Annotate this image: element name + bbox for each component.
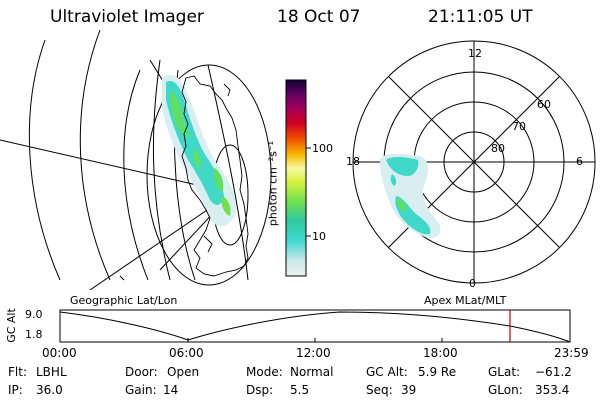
info-seq-key: Seq: xyxy=(366,383,393,397)
xtick-0000: 00:00 xyxy=(42,346,77,360)
coastline xyxy=(119,75,249,281)
lat-arc xyxy=(28,39,61,281)
info-gain-key: Gain: xyxy=(125,383,157,397)
altitude-ylabel: GC Alt xyxy=(4,308,18,343)
info-glat-value: −61.2 xyxy=(535,365,572,379)
geographic-map xyxy=(0,30,272,290)
caption-geographic: Geographic Lat/Lon xyxy=(70,294,178,307)
aurora-polar xyxy=(380,153,441,239)
app-title: Ultraviolet Imager xyxy=(50,7,204,27)
colorbar-scale xyxy=(286,80,306,276)
altitude-ytick-min: 1.8 xyxy=(25,328,43,341)
mlt-label-12: 12 xyxy=(468,47,482,60)
info-dsp-value: 5.5 xyxy=(290,383,310,397)
xtick-1800: 18:00 xyxy=(423,346,458,360)
info-ip-key: IP: xyxy=(8,383,23,397)
aurora-left xyxy=(162,74,237,227)
info-flt-key: Flt: xyxy=(8,365,27,379)
mlt-label-6: 6 xyxy=(576,155,583,168)
mlt-label-0: 0 xyxy=(469,277,476,290)
info-door-key: Door: xyxy=(125,365,158,379)
info-mode-key: Mode: xyxy=(246,365,283,379)
colorbar-tick-100: 100 xyxy=(312,142,333,155)
lon-arc xyxy=(207,64,249,281)
info-glon-key: GLon: xyxy=(488,383,523,397)
caption-apex: Apex MLat/MLT xyxy=(424,294,507,307)
lat-label-80: 80 xyxy=(491,142,505,155)
info-dsp-key: Dsp: xyxy=(246,383,274,397)
lat-label-70: 70 xyxy=(512,120,526,133)
lat-arc xyxy=(123,69,149,281)
info-gcalt-value: 5.9 Re xyxy=(418,365,457,379)
info-seq-value: 39 xyxy=(401,383,417,397)
xtick-0600: 06:00 xyxy=(169,346,204,360)
date-label: 18 Oct 07 xyxy=(277,7,361,27)
info-glat-key: GLat: xyxy=(488,365,521,379)
colorbar-tick-10: 10 xyxy=(312,230,326,243)
info-door-value: Open xyxy=(167,365,200,379)
altitude-curve xyxy=(59,311,571,343)
lat-arc xyxy=(79,30,111,281)
xtick-2359: 23:59 xyxy=(554,346,589,360)
colorbar-label: photon cm⁻²s⁻¹ xyxy=(266,140,280,227)
info-flt-value: LBHL xyxy=(36,365,67,379)
time-label: 21:11:05 UT xyxy=(428,7,533,27)
info-gcalt-key: GC Alt: xyxy=(366,365,408,379)
info-mode-value: Normal xyxy=(290,365,334,379)
xtick-1200: 12:00 xyxy=(296,346,331,360)
lon-arc xyxy=(152,59,171,281)
earth-limb xyxy=(146,64,272,286)
info-gain-value: 14 xyxy=(163,383,179,397)
info-glon-value: 353.4 xyxy=(535,383,570,397)
colorbar xyxy=(285,79,311,277)
altitude-ytick-max: 9.0 xyxy=(25,308,43,321)
altitude-frame xyxy=(59,309,571,343)
info-ip-value: 36.0 xyxy=(36,383,63,397)
mlt-label-18: 18 xyxy=(346,155,360,168)
lat-label-60: 60 xyxy=(537,98,551,111)
altitude-plot xyxy=(59,309,571,343)
